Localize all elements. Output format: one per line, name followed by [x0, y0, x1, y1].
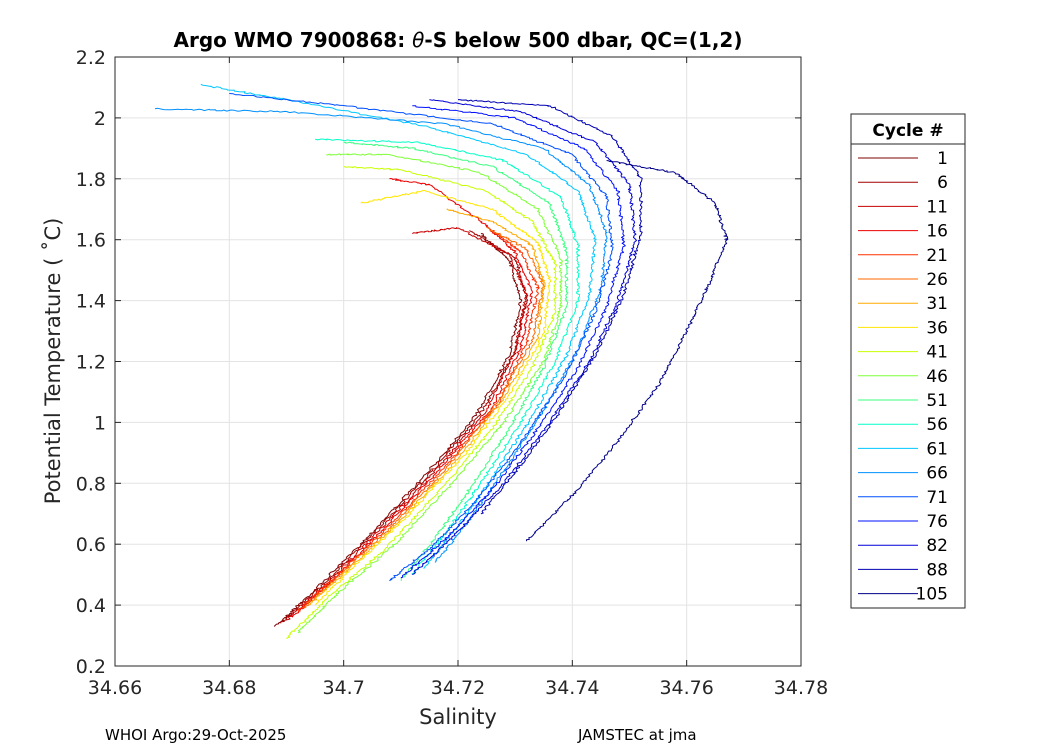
series-line-cycle-76: [400, 105, 626, 579]
chart-title: Argo WMO 7900868: θ-S below 500 dbar, QC…: [174, 28, 743, 52]
y-tick-label: 2: [94, 108, 106, 130]
legend-label: 1: [937, 149, 948, 169]
legend-label: 6: [937, 173, 948, 193]
legend: Cycle # 16111621263136414651566166717682…: [850, 113, 966, 609]
legend-label: 11: [926, 197, 948, 217]
y-tick-label: 1.4: [76, 291, 106, 313]
y-tick-label: 1.8: [76, 169, 106, 191]
y-tick-label: 0.2: [76, 656, 106, 678]
series-line-cycle-105: [526, 160, 729, 542]
y-tick-label: 1: [94, 412, 106, 434]
legend-label: 61: [926, 439, 948, 459]
y-axis-title: Potential Temperature ( ˚C): [41, 218, 65, 505]
series-line-cycle-16: [291, 178, 533, 618]
y-tick-label: 1.2: [76, 352, 106, 374]
series-line-cycle-31: [309, 208, 546, 606]
footer-source: WHOI Argo:29-Oct-2025: [105, 726, 287, 744]
y-tick-label: 0.6: [76, 534, 106, 556]
x-tick-label: 34.68: [202, 677, 256, 699]
legend-label: 105: [916, 585, 948, 605]
series-line-cycle-82: [412, 99, 637, 576]
series-line-cycle-66: [154, 107, 608, 563]
series-line-cycle-26: [303, 227, 546, 609]
x-tick-label: 34.76: [659, 677, 713, 699]
legend-label: 76: [926, 512, 948, 532]
series-layer: [154, 83, 729, 639]
legend-label: 16: [926, 222, 948, 242]
series-line-cycle-46: [297, 153, 563, 633]
x-tick-label: 34.78: [774, 677, 828, 699]
legend-label: 26: [926, 270, 948, 290]
legend-label: 36: [926, 318, 948, 338]
series-line-cycle-61: [200, 83, 597, 569]
series-line-cycle-56: [314, 138, 581, 575]
x-axis-title: Salinity: [419, 705, 497, 729]
y-tick-label: 2.2: [76, 47, 106, 69]
series-line-cycle-88: [457, 99, 643, 515]
legend-title: Cycle #: [872, 121, 943, 141]
legend-label: 66: [926, 464, 948, 484]
legend-label: 82: [926, 536, 948, 556]
plot-frame: [114, 56, 802, 667]
x-tick-label: 34.74: [545, 677, 599, 699]
legend-label: 41: [926, 343, 948, 363]
series-line-cycle-51: [343, 141, 569, 582]
y-tick-label: 0.4: [76, 595, 106, 617]
axis-ticks: 34.66 34.68 34.7 34.72 34.74 34.76 34.78 0.2 0.4…: [76, 47, 828, 699]
footer-credit: JAMSTEC at jma: [578, 726, 697, 744]
legend-label: 88: [926, 560, 948, 580]
legend-label: 51: [926, 391, 948, 411]
legend-label: 21: [926, 246, 948, 266]
series-line-cycle-36: [314, 189, 552, 606]
legend-label: 31: [926, 294, 948, 314]
legend-label: 56: [926, 415, 948, 435]
x-tick-label: 34.66: [88, 677, 142, 699]
series-line-cycle-6: [280, 230, 529, 624]
series-line-cycle-1: [274, 233, 523, 627]
legend-label: 71: [926, 488, 948, 508]
y-tick-label: 1.6: [76, 230, 106, 252]
x-tick-label: 34.7: [323, 677, 365, 699]
legend-label: 46: [926, 367, 948, 387]
series-line-cycle-71: [229, 93, 614, 582]
x-tick-label: 34.72: [431, 677, 485, 699]
y-tick-label: 0.8: [76, 473, 106, 495]
legend-box: [850, 113, 966, 609]
series-line-cycle-41: [286, 166, 558, 639]
